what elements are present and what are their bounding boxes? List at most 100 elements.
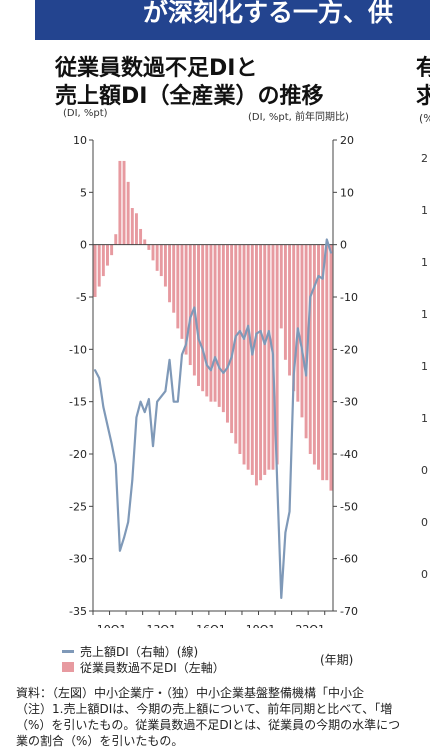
legend-bar-swatch: [62, 662, 74, 672]
right-panel-tick-0: 2: [421, 152, 428, 165]
bar: [312, 244, 316, 465]
bar: [267, 244, 271, 470]
right-panel-tick-3: 1: [421, 308, 428, 321]
right-panel-tick-2: 1: [421, 256, 428, 269]
left-tick-label: 10: [73, 134, 87, 147]
left-tick-label: -20: [69, 448, 87, 461]
bar: [213, 244, 217, 402]
bar: [139, 228, 143, 245]
bar: [147, 244, 151, 250]
bar: [163, 244, 167, 287]
left-tick-label: -30: [69, 553, 87, 566]
bar: [246, 244, 250, 470]
right-tick-label: -20: [340, 343, 358, 356]
right-tick-label: -50: [340, 500, 358, 513]
bar: [317, 244, 320, 470]
right-panel-tick-7: 0: [421, 516, 428, 529]
right-tick-label: 20: [340, 134, 354, 147]
bar: [93, 244, 97, 297]
bar: [279, 244, 283, 329]
right-panel-title-fragment-1: 有: [416, 56, 430, 81]
bar: [283, 244, 287, 360]
bar: [325, 244, 329, 481]
right-panel-tick-8: 0: [421, 568, 428, 581]
x-axis-unit: (年期): [320, 653, 354, 667]
bar: [134, 213, 138, 245]
bar: [242, 244, 246, 465]
bar: [329, 244, 333, 491]
bar: [217, 244, 221, 407]
bar: [230, 244, 234, 434]
bar: [101, 244, 105, 277]
left-tick-label: -10: [69, 343, 87, 356]
right-tick-label: 10: [340, 186, 354, 199]
bar: [106, 244, 109, 266]
chart-title-line1: 従業員数過不足DIと: [55, 56, 258, 81]
bar: [122, 160, 126, 245]
bar: [114, 234, 118, 245]
bar: [263, 244, 267, 475]
bar: [197, 244, 200, 386]
legend-bar-label: 従業員数過不足DI（左軸）: [80, 660, 225, 675]
bar: [110, 244, 114, 256]
bar: [155, 244, 159, 271]
bar: [151, 244, 155, 261]
right-panel-tick-6: 0: [421, 464, 428, 477]
bar: [159, 244, 163, 277]
bar: [97, 244, 101, 287]
bar: [209, 244, 213, 402]
left-tick-label: -15: [69, 396, 87, 409]
x-tick-label: 16Q1: [196, 623, 226, 628]
chart-title-line2: 売上額DI（全産業）の推移: [55, 84, 324, 109]
legend-line-label: 売上額DI（右軸）(線): [80, 644, 199, 659]
banner: が深刻化する一方、供: [0, 0, 430, 40]
bar: [238, 244, 242, 454]
right-axis-unit: (DI, %pt, 前年同期比): [248, 112, 349, 123]
right-panel-title-fragment-2: 求: [416, 84, 430, 109]
bar: [292, 244, 296, 392]
right-tick-label: -30: [340, 396, 358, 409]
bar: [201, 244, 205, 392]
legend: 売上額DI（右軸）(線) 従業員数過不足DI（左軸）: [62, 643, 225, 675]
banner-bar: が深刻化する一方、供: [35, 0, 430, 40]
x-tick-label: 10Q1: [97, 623, 127, 628]
right-tick-label: 0: [340, 239, 347, 252]
bar: [300, 244, 304, 418]
left-axis-unit: (DI, %pt): [63, 108, 108, 119]
sales-di-line: [93, 238, 333, 600]
legend-item-bar: 従業員数過不足DI（左軸）: [62, 659, 225, 675]
source-note-line2: （注）1.売上額DIは、今期の売上額について、前年同期と比べて、「増: [16, 702, 393, 716]
bar: [275, 244, 279, 465]
bar: [304, 244, 308, 439]
bar: [188, 244, 192, 366]
bar: [126, 181, 130, 245]
banner-text: が深刻化する一方、供: [143, 0, 394, 27]
right-panel-unit-fragment: (%: [419, 112, 430, 125]
bar: [168, 244, 172, 303]
bar: [143, 239, 147, 245]
source-note-line1: 資料：（左図）中小企業庁・（独）中小企業基盤整備機構「中小企: [16, 686, 365, 700]
bar: [221, 244, 225, 413]
bar: [130, 208, 134, 245]
bar: [250, 244, 254, 475]
x-tick-label: 22Q1: [295, 623, 325, 628]
bar: [226, 244, 229, 423]
bar: [180, 244, 184, 339]
left-tick-label: 0: [80, 239, 87, 252]
bar: [321, 244, 325, 481]
bar: [205, 244, 209, 397]
right-tick-label: -40: [340, 448, 358, 461]
bar: [184, 244, 188, 355]
right-tick-label: -10: [340, 291, 358, 304]
right-tick-label: -60: [340, 553, 358, 566]
right-panel-tick-5: 1: [421, 412, 428, 425]
source-note-line3: （%）を引いたもの。従業員数過不足DIとは、従業員の今期の水準につ: [16, 718, 401, 732]
bar: [254, 244, 258, 486]
bar: [259, 244, 263, 481]
chart-svg: 10 5 0 -5 -10 -15 -20 -25 -30 -35 20 10 0 -10 -20 -30 -4…: [69, 134, 358, 628]
bar: [288, 244, 292, 376]
bar: [176, 244, 180, 329]
x-tick-label: 13Q1: [146, 623, 176, 628]
bar: [296, 244, 300, 402]
right-panel-tick-1: 1: [421, 204, 428, 217]
